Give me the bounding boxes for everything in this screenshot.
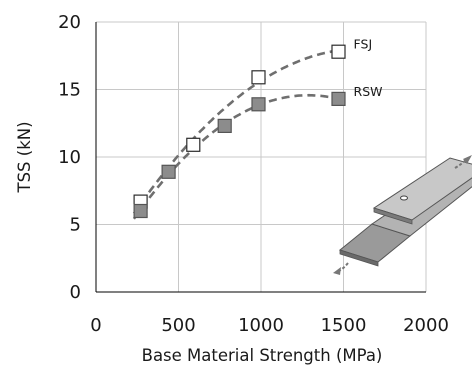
trend-curve-fsj xyxy=(132,49,339,215)
point-rsw xyxy=(133,203,148,219)
x-tick-label: 2000 xyxy=(403,315,449,336)
x-tick-label: 500 xyxy=(161,315,195,336)
point-rsw xyxy=(217,118,232,134)
x-tick-label: 1000 xyxy=(238,315,284,336)
x-tick-labels: 0 500 1000 1500 2000 xyxy=(90,315,449,336)
x-axis-title: Base Material Strength (MPa) xyxy=(142,346,383,365)
data-points xyxy=(133,44,346,219)
trend-curves xyxy=(132,49,339,220)
x-tick-label: 0 xyxy=(90,315,101,336)
y-tick-label: 0 xyxy=(70,282,81,303)
y-tick-label: 5 xyxy=(70,215,81,236)
y-axis-title: TSS (kN) xyxy=(15,121,34,193)
y-tick-label: 15 xyxy=(58,80,81,101)
point-rsw xyxy=(161,164,176,179)
point-rsw xyxy=(251,97,266,112)
x-tick-label: 1500 xyxy=(321,315,367,336)
point-fsj xyxy=(331,44,346,59)
point-rsw xyxy=(331,91,346,107)
y-tick-label: 20 xyxy=(58,12,81,33)
series-label-fsj: FSJ xyxy=(354,37,373,52)
axes xyxy=(95,22,426,293)
point-fsj xyxy=(251,70,266,85)
series-label-rsw: RSW xyxy=(354,84,383,99)
y-tick-label: 10 xyxy=(58,147,81,168)
point-fsj xyxy=(186,137,201,152)
series-labels: FSJ RSW xyxy=(354,37,383,99)
lap-joint-specimen-illustration xyxy=(333,155,472,275)
y-tick-labels: 0 5 10 15 20 xyxy=(58,12,81,303)
